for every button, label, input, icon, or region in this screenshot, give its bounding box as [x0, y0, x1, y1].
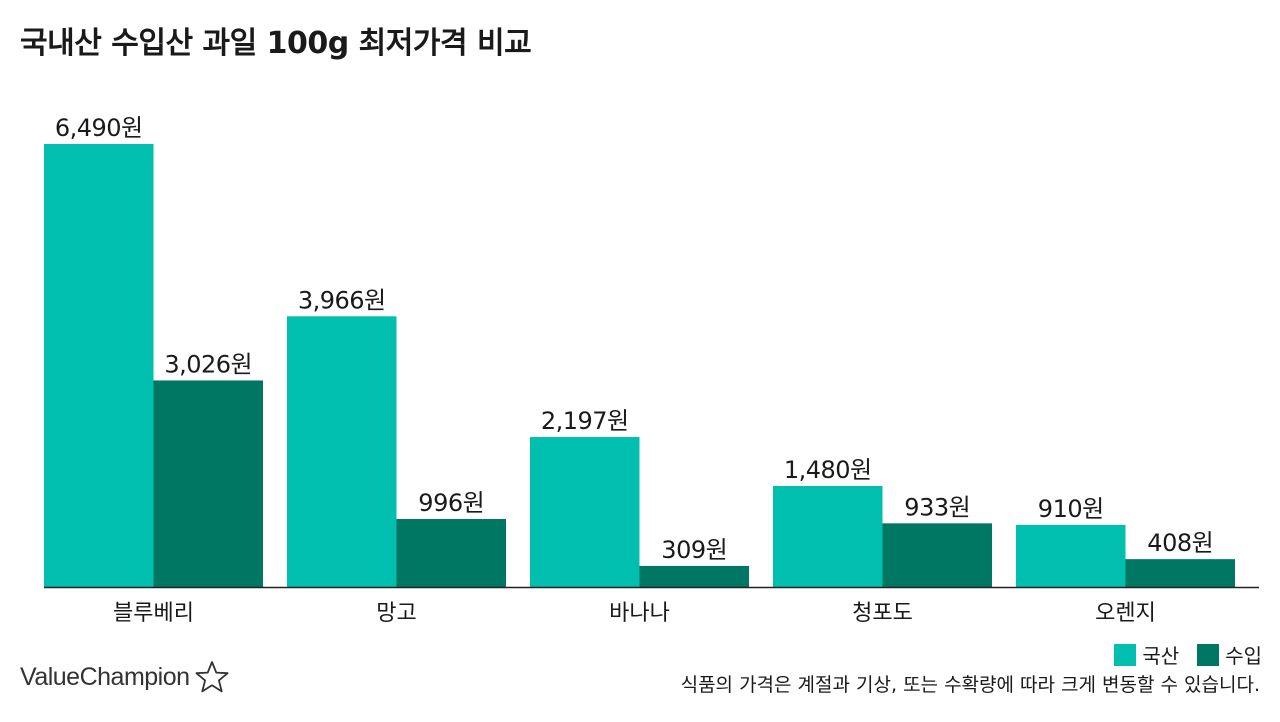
legend-swatch-domestic — [1114, 643, 1137, 666]
legend: 국산 수입 — [1096, 640, 1262, 669]
bar-imported — [639, 565, 749, 587]
category-label: 오렌지 — [1095, 601, 1156, 626]
brand-logo: ValueChampion — [20, 660, 230, 694]
data-label-imported: 933원 — [904, 493, 970, 521]
data-label-imported: 408원 — [1147, 529, 1213, 557]
chart-title: 국내산 수입산 과일 100g 최저가격 비교 — [20, 26, 532, 61]
star-outline-icon — [195, 661, 229, 693]
data-label-domestic: 3,966원 — [298, 286, 386, 314]
legend-label-domestic: 국산 — [1142, 644, 1180, 668]
legend-item-imported: 수입 — [1197, 640, 1262, 669]
category-label: 청포도 — [852, 601, 913, 626]
category-label: 블루베리 — [113, 601, 194, 626]
data-label-imported: 3,026원 — [164, 350, 252, 378]
legend-swatch-imported — [1197, 643, 1220, 666]
data-label-imported: 996원 — [418, 489, 484, 517]
category-label: 망고 — [376, 601, 416, 626]
bar-imported — [153, 380, 263, 587]
legend-label-imported: 수입 — [1225, 644, 1262, 668]
bar-domestic — [530, 437, 640, 587]
data-label-domestic: 6,490원 — [55, 114, 143, 142]
bar-domestic — [287, 316, 397, 587]
bar-domestic — [1016, 524, 1126, 587]
bar-imported — [396, 519, 506, 587]
bar-domestic — [44, 144, 154, 587]
data-label-domestic: 910원 — [1038, 495, 1104, 523]
bar-domestic — [773, 485, 883, 587]
bar-imported — [1125, 559, 1235, 587]
legend-item-domestic: 국산 — [1114, 640, 1179, 669]
data-label-domestic: 2,197원 — [541, 407, 629, 435]
category-label: 바나나 — [609, 601, 670, 626]
footnote: 식품의 가격은 계절과 기상, 또는 수확량에 따라 크게 변동할 수 있습니다… — [680, 674, 1260, 696]
data-label-domestic: 1,480원 — [784, 456, 872, 484]
bar-imported — [882, 523, 992, 587]
brand-name: ValueChampion — [20, 662, 190, 691]
data-label-imported: 309원 — [661, 536, 727, 564]
